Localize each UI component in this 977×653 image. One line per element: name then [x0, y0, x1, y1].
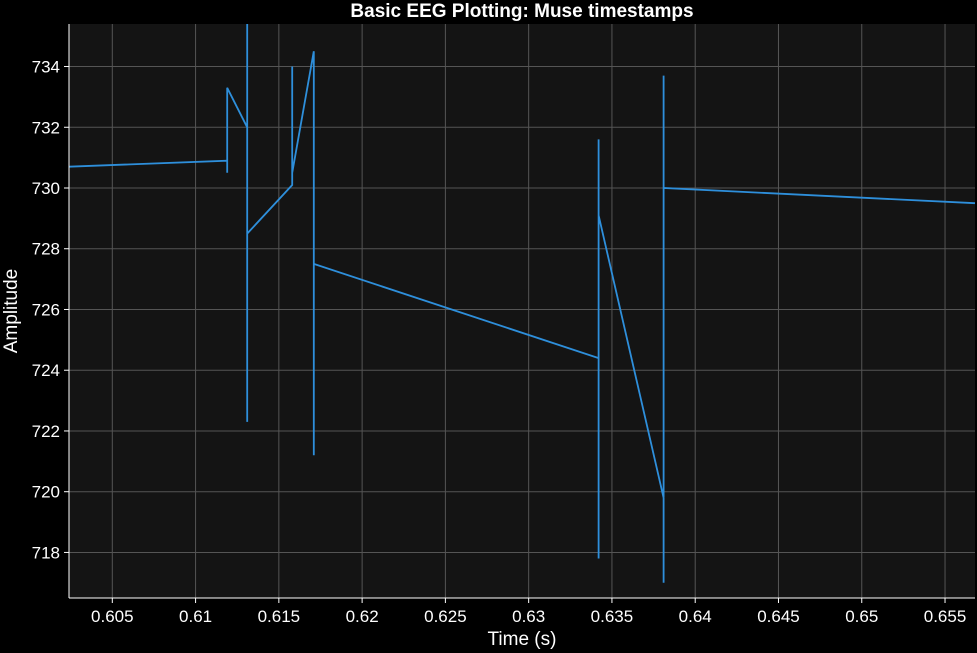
- y-tick-label: 722: [32, 422, 60, 441]
- axes: [68, 24, 975, 599]
- x-tick-label: 0.62: [346, 607, 379, 626]
- y-tick-label: 730: [32, 179, 60, 198]
- y-tick-label: 732: [32, 118, 60, 137]
- x-tick-label: 0.655: [924, 607, 967, 626]
- x-axis-label: Time (s): [488, 629, 557, 650]
- y-tick-label: 720: [32, 483, 60, 502]
- x-tick-label: 0.61: [179, 607, 212, 626]
- x-tick-label: 0.605: [91, 607, 134, 626]
- x-tick-label: 0.63: [512, 607, 545, 626]
- x-axis-ticks: 0.605 0.61 0.615 0.62 0.625 0.63 0.635 0.64 0.64…: [91, 598, 966, 626]
- chart-title: Basic EEG Plotting: Muse timestamps: [350, 1, 693, 22]
- plot-area: [69, 24, 975, 598]
- x-tick-label: 0.615: [258, 607, 301, 626]
- grid-lines: [69, 24, 975, 598]
- y-tick-label: 718: [32, 543, 60, 562]
- y-tick-label: 726: [32, 300, 60, 319]
- series-group: [68, 24, 976, 583]
- x-tick-label: 0.65: [845, 607, 878, 626]
- y-tick-label: 728: [32, 240, 60, 259]
- y-axis-label: Amplitude: [1, 269, 22, 354]
- y-tick-label: 724: [32, 361, 60, 380]
- x-tick-label: 0.635: [591, 607, 634, 626]
- x-tick-label: 0.625: [424, 607, 467, 626]
- y-tick-label: 734: [32, 58, 60, 77]
- series-line: [68, 24, 976, 583]
- y-axis-ticks: 718 720 722 724 726 728 730 732 734: [32, 58, 69, 562]
- x-tick-label: 0.64: [679, 607, 712, 626]
- x-tick-label: 0.645: [757, 607, 800, 626]
